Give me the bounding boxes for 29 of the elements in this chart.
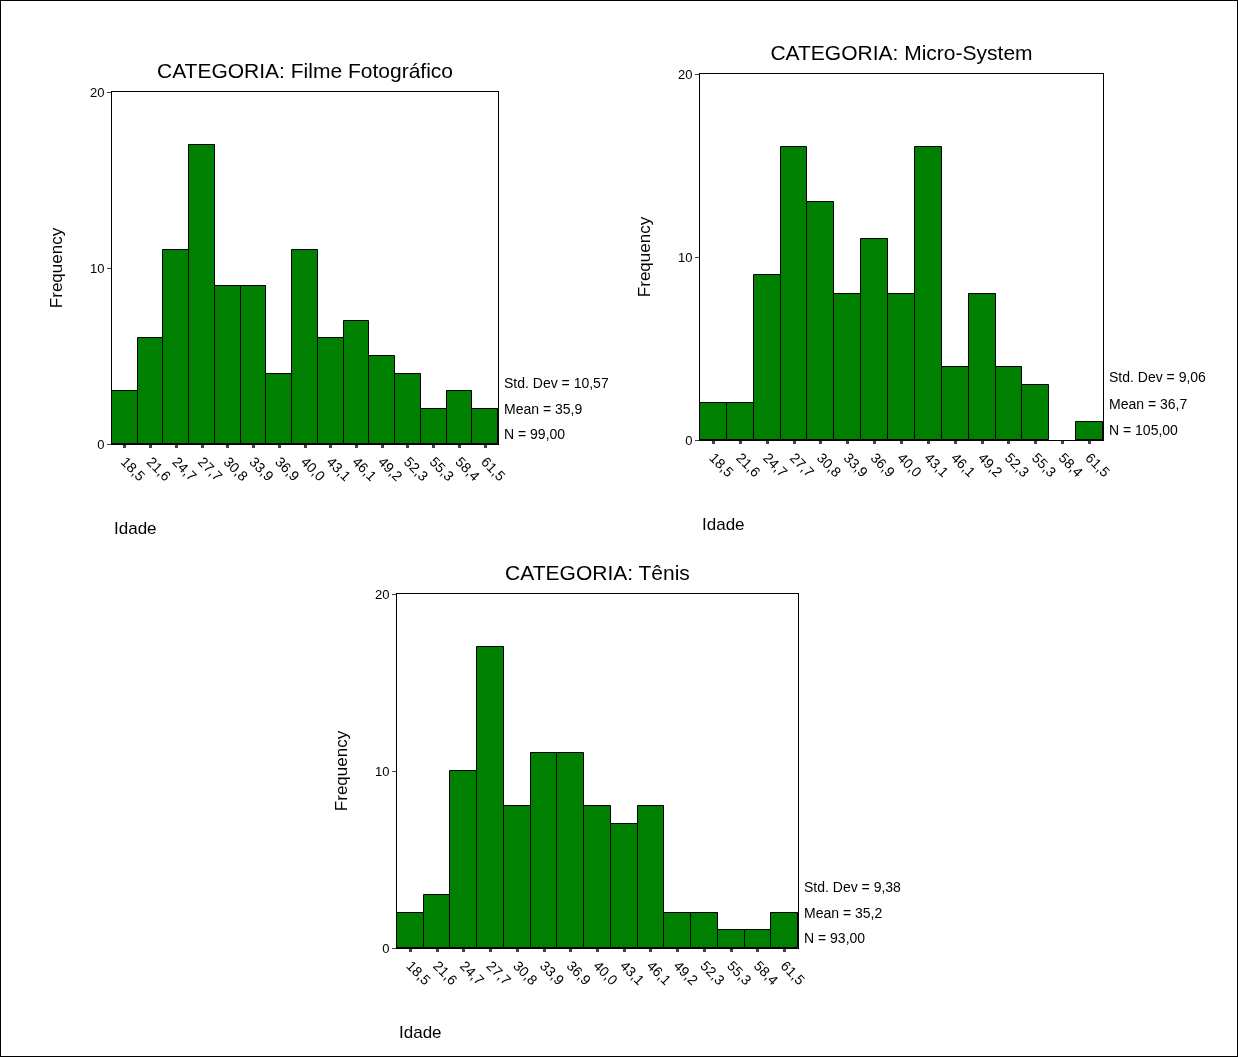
text: Mean = 35,9 [504,401,583,417]
text: Mean = 35,2 [804,905,883,921]
text: N = 93,00 [804,930,866,946]
y-tick-label: 0 [382,940,390,956]
x-axis-title: Idade [114,519,157,538]
y-tick-label: 10 [677,249,693,265]
chart-title: CATEGORIA: Micro-System [770,41,1033,64]
y-tick-label: 0 [97,436,105,452]
y-axis-title: Frequency [47,227,67,309]
text: Std. Dev = 9,06 [1109,369,1207,385]
chart-title: CATEGORIA: Filme Fotográfico [156,59,454,82]
text: N = 105,00 [1109,422,1179,438]
y-axis-title: Frequency [332,730,352,812]
y-tick-label: 20 [677,66,693,82]
x-axis-title: Idade [399,1023,442,1042]
chart-title: CATEGORIA: Tênis [505,561,690,584]
y-tick-label: 0 [685,432,693,448]
x-axis-title: Idade [702,515,745,534]
text: Std. Dev = 10,57 [504,375,609,391]
y-tick-label: 10 [374,763,390,779]
x-tick-label: 36,9 [272,453,303,485]
text: Mean = 36,7 [1109,396,1188,412]
y-tick-label: 20 [374,586,390,602]
y-tick-label: 10 [89,260,105,276]
y-tick-label: 20 [89,84,105,100]
x-tick-label: 61,5 [478,453,509,485]
y-axis-title: Frequency [635,216,655,298]
text: Std. Dev = 9,38 [804,879,902,895]
text: N = 99,00 [504,426,566,442]
